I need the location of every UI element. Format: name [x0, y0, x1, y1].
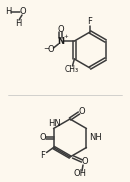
Text: O: O: [79, 106, 85, 116]
Text: N: N: [57, 37, 64, 46]
Text: OH: OH: [73, 169, 86, 179]
Text: F: F: [40, 151, 45, 160]
Text: O: O: [20, 7, 26, 17]
Text: −: −: [43, 46, 49, 52]
Text: O: O: [57, 25, 64, 33]
Text: HN: HN: [48, 119, 61, 128]
Text: +: +: [63, 33, 68, 39]
Text: O: O: [39, 134, 46, 143]
Text: O: O: [82, 157, 88, 167]
Text: H: H: [15, 19, 21, 27]
Text: NH: NH: [89, 134, 102, 143]
Text: O: O: [47, 46, 54, 54]
Text: F: F: [88, 17, 92, 27]
Text: CH₃: CH₃: [64, 66, 79, 74]
Text: H: H: [5, 7, 11, 17]
